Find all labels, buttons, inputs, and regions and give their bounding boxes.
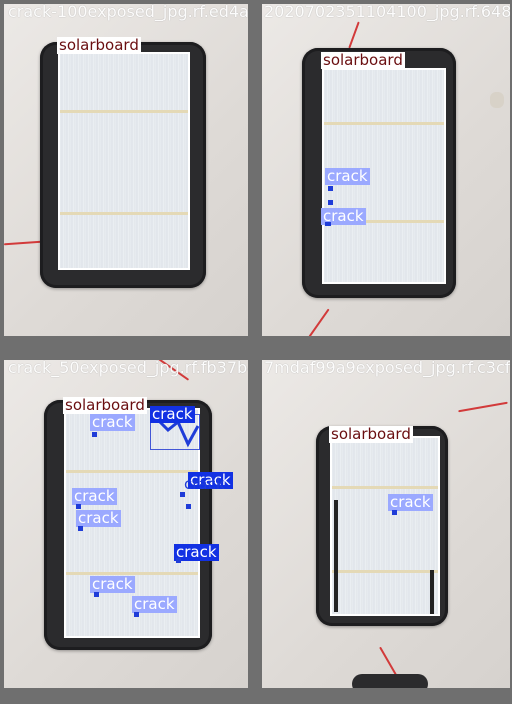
image-filename: 2020702351104100_jpg.rf.64882 <box>264 4 510 21</box>
solarboard-label: solarboard <box>321 51 405 69</box>
image-tile-2[interactable]: solarboard crack crack 2020702351104100_… <box>262 4 510 336</box>
crack-label: crack <box>325 167 370 185</box>
solarboard-bbox <box>58 52 190 270</box>
crack-marker <box>134 612 139 617</box>
crack-marker <box>328 186 333 191</box>
busbar <box>332 486 438 489</box>
crack-label: crack <box>150 405 195 423</box>
panel-shadow-edge <box>334 500 338 612</box>
crack-marker <box>328 200 333 205</box>
crack-label: crack <box>188 471 233 489</box>
image-tile-1[interactable]: solarboard crack-100exposed_jpg.rf.ed4a3… <box>4 4 248 336</box>
solar-cell-area <box>60 54 188 270</box>
crack-label: crack <box>321 207 366 225</box>
busbar <box>66 470 198 473</box>
cable-clip <box>490 92 504 108</box>
busbar <box>66 572 198 575</box>
image-filename: crack_50exposed_jpg.rf.fb37b4 <box>8 360 248 377</box>
crack-marker <box>186 504 191 509</box>
crack-marker <box>78 526 83 531</box>
solarboard-bbox <box>322 68 446 284</box>
crack-label: crack <box>72 487 117 505</box>
crack-label: crack <box>174 543 219 561</box>
solarboard-label: solarboard <box>63 396 147 414</box>
crack-label: crack <box>90 413 135 431</box>
solarboard-bbox <box>330 436 440 616</box>
crack-marker <box>180 492 185 497</box>
crack-label: crack <box>90 575 135 593</box>
panel-shadow-edge <box>430 570 434 614</box>
crack-label: crack <box>388 493 433 511</box>
image-filename: crack-100exposed_jpg.rf.ed4a3e <box>8 4 248 21</box>
busbar <box>60 110 188 113</box>
solar-cell-area <box>332 438 438 614</box>
crack-marker <box>76 504 81 509</box>
crack-label: crack <box>184 475 225 493</box>
busbar <box>60 212 188 215</box>
busbar <box>324 220 444 223</box>
second-panel-corner <box>352 674 428 688</box>
image-filename: 7mdaf99a9exposed_jpg.rf.c3cfa <box>264 360 510 377</box>
image-tile-4[interactable]: solarboard crack 7mdaf99a9exposed_jpg.rf… <box>262 360 510 688</box>
crack-marker <box>176 558 181 563</box>
crack-marker <box>325 222 331 226</box>
crack-label: crack <box>132 595 177 613</box>
solarboard-label: solarboard <box>57 36 141 54</box>
busbar <box>332 570 438 573</box>
crack-marker <box>392 510 397 515</box>
busbar <box>324 122 444 125</box>
crack-marker <box>92 432 97 437</box>
crack-label: crack <box>76 509 121 527</box>
image-tile-3[interactable]: solarboard crack crack crack crack crack… <box>4 360 248 688</box>
solarboard-label: solarboard <box>329 425 413 443</box>
crack-marker <box>94 592 99 597</box>
